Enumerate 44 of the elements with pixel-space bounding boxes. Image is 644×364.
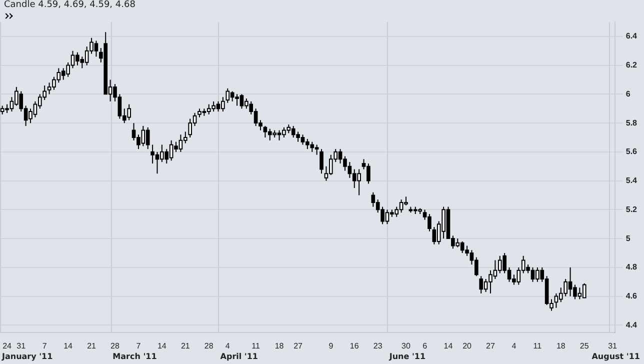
y-tick-label: 5.4 xyxy=(626,176,638,186)
x-tick-label: 31 xyxy=(16,341,26,350)
y-tick-label: 4.8 xyxy=(626,262,638,272)
x-tick-label: 31 xyxy=(608,341,618,350)
y-tick-label: 6.4 xyxy=(626,32,638,41)
x-tick-label: 16 xyxy=(350,341,360,350)
x-tick-label: 28 xyxy=(110,341,120,350)
y-tick-label: 6.2 xyxy=(626,60,638,70)
x-tick-label: 20 xyxy=(462,341,472,350)
x-tick-label: 7 xyxy=(42,341,48,350)
x-tick-label: 9 xyxy=(328,341,334,350)
x-tick-label: 7 xyxy=(136,341,142,350)
y-tick-label: 5.2 xyxy=(626,204,638,214)
x-tick-label: 27 xyxy=(294,341,304,350)
x-tick-label: 23 xyxy=(373,341,383,350)
x-tick-label: 18 xyxy=(274,341,284,350)
text: April '11 xyxy=(220,352,258,362)
y-tick-label: 5.6 xyxy=(626,147,638,156)
chart-title: Candle 4.59, 4.69, 4.59, 4.68 xyxy=(4,0,136,10)
text: August '11 xyxy=(592,352,640,362)
text: January '11 xyxy=(1,352,54,362)
x-tick-label: 25 xyxy=(580,341,590,350)
x-tick-label: 4 xyxy=(225,341,230,350)
x-tick-label: 21 xyxy=(180,341,190,350)
x-tick-label: 30 xyxy=(402,341,412,350)
y-tick-label: 5.8 xyxy=(626,118,638,128)
x-tick-label: 14 xyxy=(444,341,454,350)
y-tick-label: 6 xyxy=(626,89,631,98)
x-tick-label: 11 xyxy=(252,341,261,350)
x-tick-label: 27 xyxy=(486,341,496,350)
x-tick-label: 4 xyxy=(512,341,517,350)
y-tick-label: 4.6 xyxy=(626,292,638,301)
x-tick-label: 14 xyxy=(64,341,74,350)
text: June '11 xyxy=(388,352,426,362)
x-tick-label: 14 xyxy=(157,341,167,350)
x-tick-label: 24 xyxy=(2,341,12,350)
x-tick-label: 21 xyxy=(87,341,97,350)
x-tick-label: 28 xyxy=(204,341,214,350)
text: March '11 xyxy=(112,352,158,362)
x-tick-label: 6 xyxy=(422,341,428,350)
x-tick-label: 11 xyxy=(533,341,542,350)
y-tick-label: 5 xyxy=(626,234,631,243)
x-tick-label: 18 xyxy=(556,341,566,350)
y-tick-label: 4.4 xyxy=(626,320,638,330)
